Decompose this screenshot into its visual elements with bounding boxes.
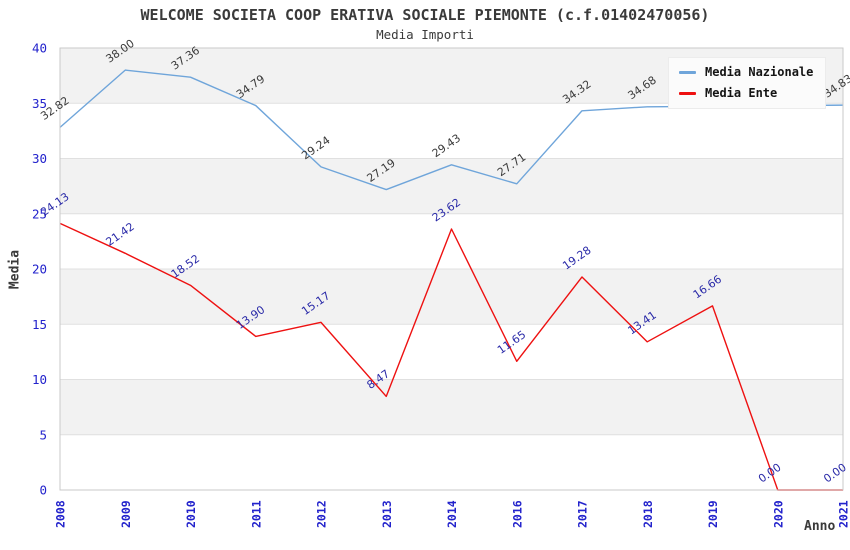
svg-text:2018: 2018 bbox=[641, 500, 655, 528]
svg-text:20: 20 bbox=[32, 262, 47, 277]
svg-text:35: 35 bbox=[32, 96, 47, 111]
legend-label: Media Ente bbox=[705, 86, 778, 100]
svg-text:2016: 2016 bbox=[510, 500, 524, 528]
chart-subtitle: Media Importi bbox=[376, 27, 474, 42]
svg-text:0: 0 bbox=[39, 483, 47, 498]
svg-text:40: 40 bbox=[32, 41, 47, 56]
x-axis-title: Anno bbox=[804, 519, 836, 534]
svg-text:30: 30 bbox=[32, 151, 47, 166]
svg-text:5: 5 bbox=[39, 427, 47, 442]
svg-text:2012: 2012 bbox=[315, 500, 329, 528]
svg-text:2011: 2011 bbox=[249, 500, 263, 528]
svg-text:2020: 2020 bbox=[771, 500, 785, 528]
line-swatch-blue-icon bbox=[679, 70, 696, 74]
svg-text:2017: 2017 bbox=[576, 500, 590, 528]
svg-text:2009: 2009 bbox=[119, 500, 133, 528]
svg-text:2014: 2014 bbox=[445, 500, 459, 528]
legend: Media Nazionale Media Ente bbox=[668, 57, 827, 109]
svg-text:25: 25 bbox=[32, 206, 47, 221]
svg-text:15: 15 bbox=[32, 317, 47, 332]
chart-title: WELCOME SOCIETA COOP ERATIVA SOCIALE PIE… bbox=[140, 6, 710, 24]
svg-text:2013: 2013 bbox=[380, 500, 394, 528]
legend-item-nazionale: Media Nazionale bbox=[679, 65, 813, 79]
svg-text:2010: 2010 bbox=[184, 500, 198, 528]
legend-item-ente: Media Ente bbox=[679, 86, 813, 100]
legend-label: Media Nazionale bbox=[705, 65, 814, 79]
y-axis-title: Media bbox=[7, 249, 23, 290]
svg-text:2019: 2019 bbox=[706, 500, 720, 528]
svg-text:2021: 2021 bbox=[837, 500, 850, 528]
svg-text:10: 10 bbox=[32, 372, 47, 387]
svg-text:2008: 2008 bbox=[54, 500, 68, 528]
line-swatch-red-icon bbox=[679, 91, 696, 95]
